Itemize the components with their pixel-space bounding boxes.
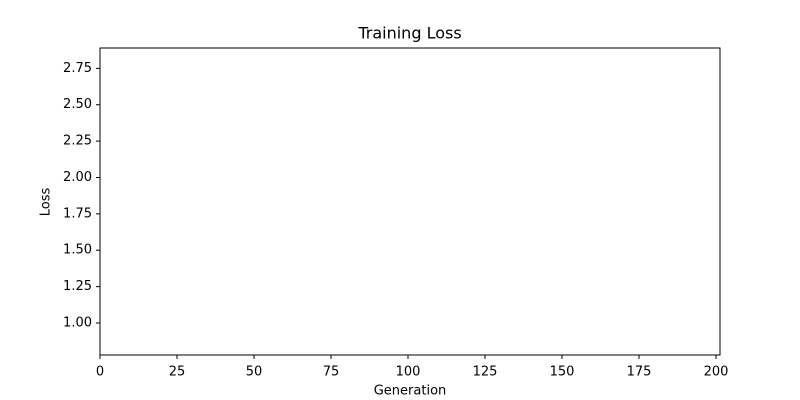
x-tick-label: 175	[627, 365, 652, 380]
x-tick-label: 125	[473, 365, 498, 380]
x-tick-label: 50	[246, 365, 263, 380]
plot-frame	[99, 47, 721, 356]
y-tick-label: 1.00	[63, 315, 92, 330]
y-tick-label: 1.50	[63, 243, 92, 258]
x-tick-label: 0	[96, 365, 104, 380]
x-tick-label: 75	[323, 365, 340, 380]
y-tick-label: 2.25	[63, 134, 92, 149]
y-axis-label: Loss	[39, 188, 54, 217]
x-tick-label: 25	[169, 365, 186, 380]
y-tick-label: 1.75	[63, 206, 92, 221]
x-tick-label: 100	[396, 365, 421, 380]
chart-title: Training Loss	[357, 24, 461, 43]
y-tick-label: 2.75	[63, 61, 92, 76]
x-tick-label: 200	[704, 365, 729, 380]
y-tick-label: 2.50	[63, 97, 92, 112]
x-tick-label: 150	[550, 365, 575, 380]
y-tick-label: 2.00	[63, 170, 92, 185]
x-axis-label: Generation	[374, 384, 447, 399]
y-tick-label: 1.25	[63, 279, 92, 294]
